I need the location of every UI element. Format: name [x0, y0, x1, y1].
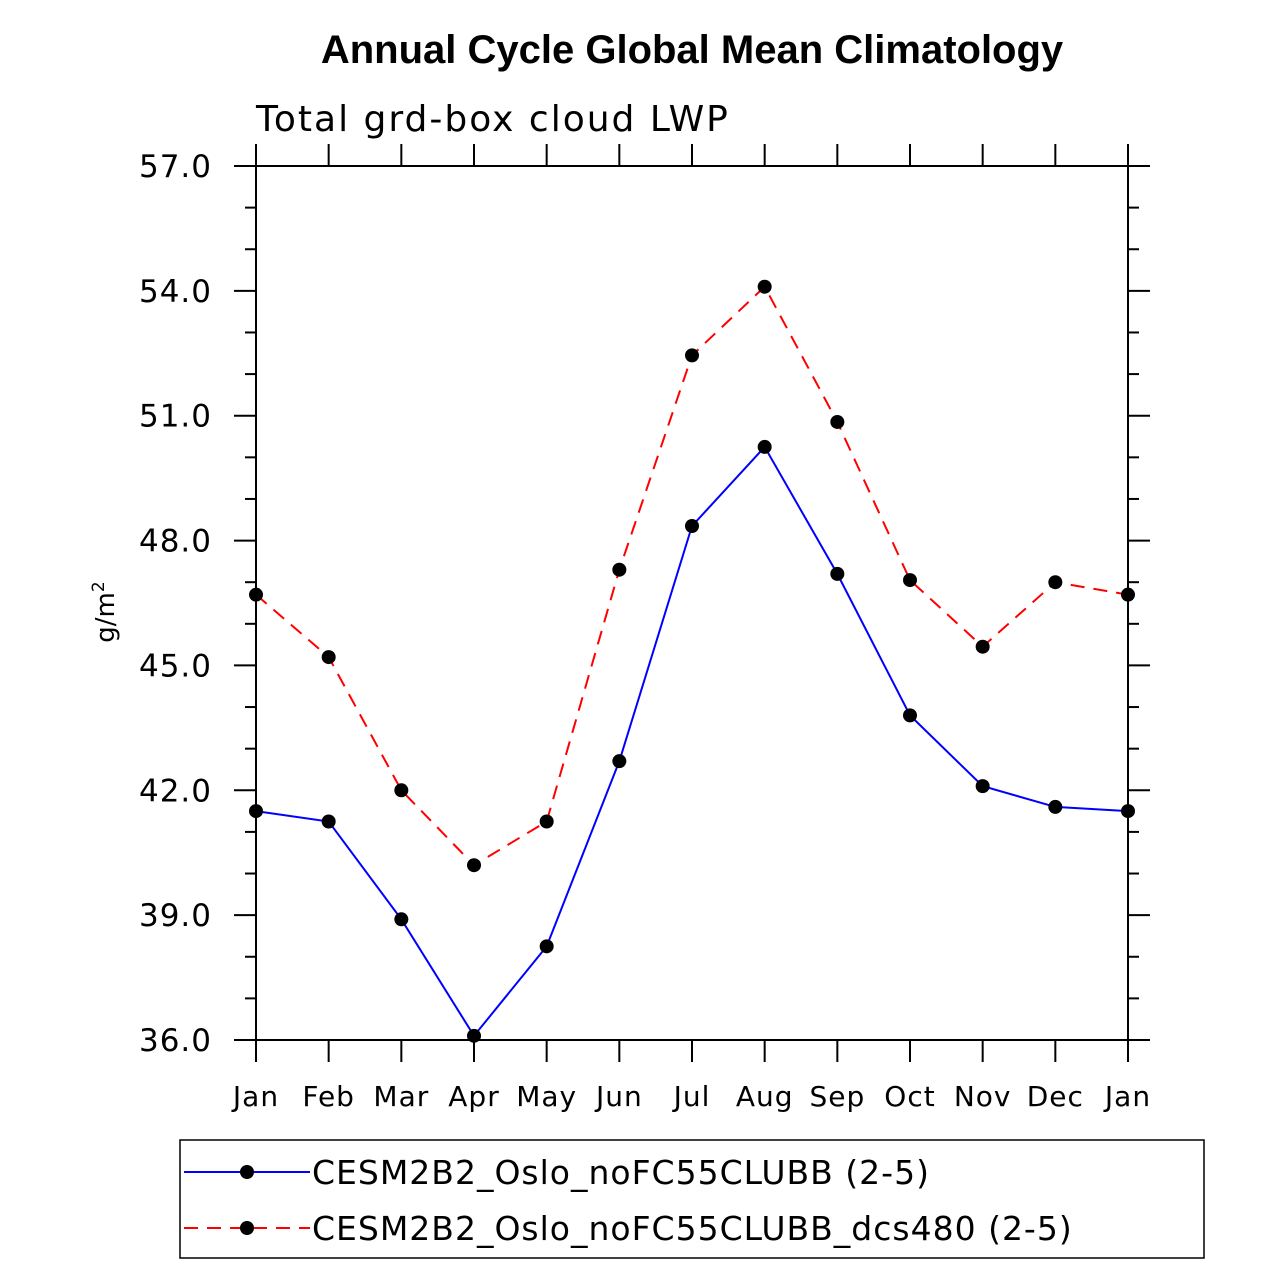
x-tick-label: Aug	[736, 1080, 794, 1113]
data-point	[539, 939, 554, 954]
data-point	[467, 858, 481, 873]
y-tick-label: 51.0	[139, 399, 212, 435]
y-tick-label: 57.0	[139, 149, 212, 185]
data-point	[394, 912, 409, 927]
x-tick-label: Feb	[302, 1080, 355, 1113]
data-point	[1048, 575, 1063, 590]
tick-labels: 36.0 39.0 42.0 45.0 48.0 51.0 54.0 57.0 Jan Feb Ma…	[139, 149, 1151, 1113]
plot-border	[255, 165, 1129, 1041]
data-point	[394, 783, 409, 798]
x-tick-label: Mar	[373, 1080, 429, 1113]
series	[249, 279, 1135, 1043]
x-tick-label: Jan	[231, 1080, 279, 1113]
y-tick-label: 42.0	[139, 773, 212, 809]
y-tick-label: 39.0	[139, 898, 212, 934]
data-point	[830, 566, 845, 581]
data-point	[685, 348, 699, 363]
data-point	[757, 439, 772, 454]
y-tick-label: 36.0	[139, 1023, 212, 1059]
chart-title: Annual Cycle Global Mean Climatology	[321, 28, 1064, 72]
x-tick-label: Nov	[954, 1080, 1012, 1113]
y-tick-label: 48.0	[139, 524, 212, 560]
x-tick-label: Dec	[1027, 1080, 1084, 1113]
legend-label-1: CESM2B2_Oslo_noFC55CLUBB (2-5)	[312, 1153, 930, 1192]
y-axis-label: g/m2	[89, 581, 121, 642]
x-tick-label: Jul	[672, 1080, 711, 1113]
svg-text:g/m2: g/m2	[89, 581, 121, 642]
data-point	[830, 414, 845, 429]
legend-box	[179, 1139, 1205, 1259]
data-point	[612, 562, 627, 577]
series-line-1	[255, 445, 1129, 1038]
data-point	[975, 779, 990, 794]
data-point	[321, 650, 336, 665]
y-axis-label-text: g/m	[91, 592, 121, 643]
data-point	[975, 639, 990, 654]
data-point	[903, 708, 917, 723]
x-tick-label: Jun	[594, 1080, 643, 1113]
legend-marker-2	[240, 1221, 254, 1235]
y-axis-label-superscript: 2	[89, 581, 109, 592]
data-point	[321, 814, 336, 829]
legend: CESM2B2_Oslo_noFC55CLUBB (2-5) CESM2B2_Os…	[179, 1139, 1205, 1259]
data-point	[612, 754, 627, 769]
series-line-2	[255, 285, 1129, 867]
data-point	[1048, 799, 1063, 814]
data-point	[685, 519, 699, 534]
x-tick-label: May	[516, 1080, 577, 1113]
chart-subtitle: Total grd-box cloud LWP	[255, 99, 730, 140]
data-point	[539, 814, 554, 829]
x-tick-label: Sep	[809, 1080, 865, 1113]
plot-frame	[255, 165, 1129, 1041]
x-tick-label: Jan	[1103, 1080, 1151, 1113]
data-point	[903, 573, 917, 588]
x-tick-label: Apr	[448, 1080, 499, 1113]
data-point	[757, 279, 772, 294]
y-tick-label: 45.0	[139, 648, 212, 684]
ticks	[234, 144, 1150, 1062]
legend-label-2: CESM2B2_Oslo_noFC55CLUBB_dcs480 (2-5)	[312, 1209, 1073, 1248]
x-tick-label: Oct	[884, 1080, 935, 1113]
legend-marker-1	[240, 1165, 254, 1179]
y-tick-label: 54.0	[139, 274, 212, 310]
